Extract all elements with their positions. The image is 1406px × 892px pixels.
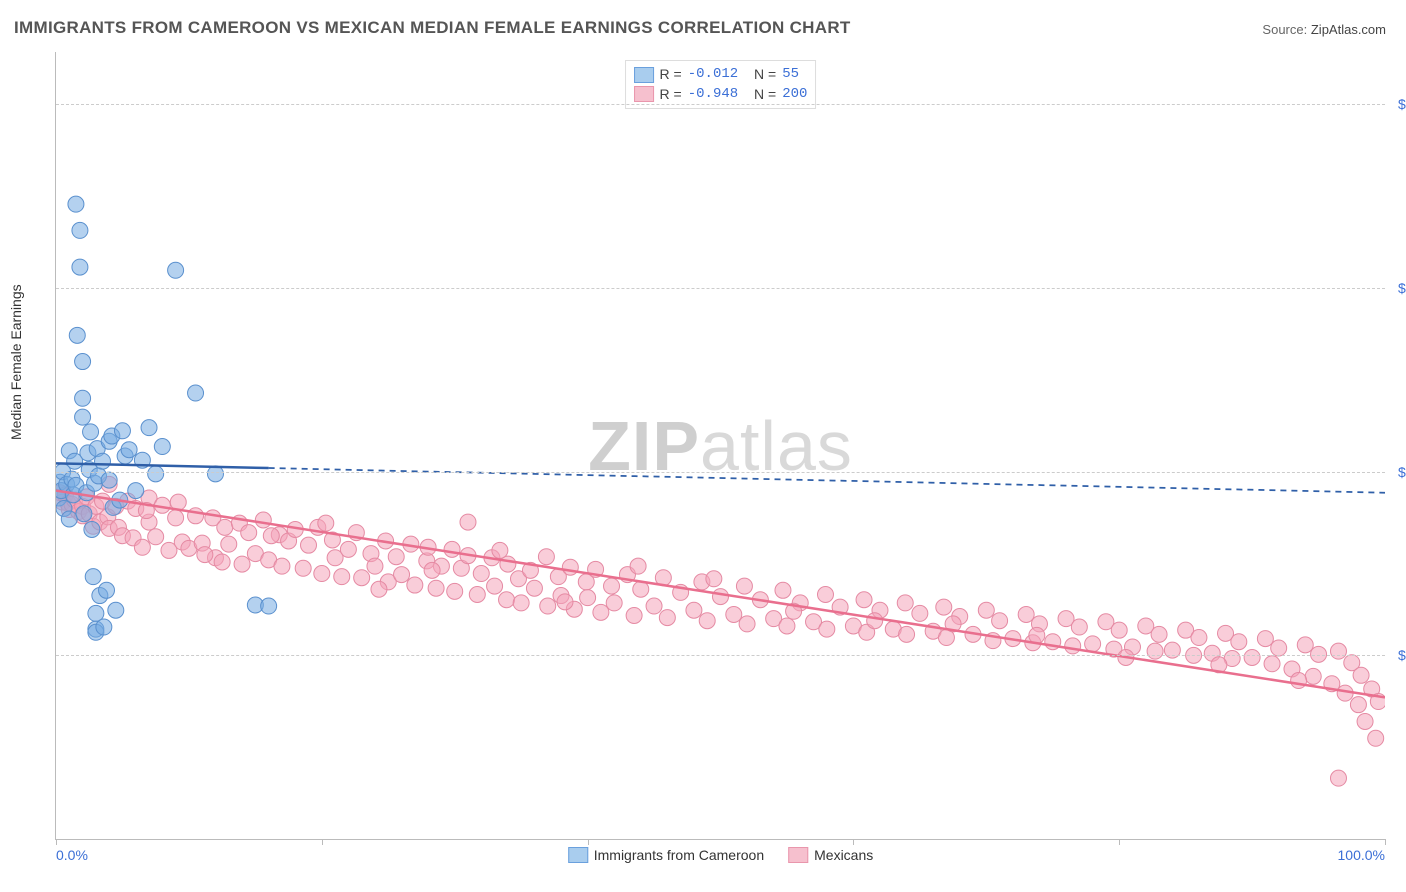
plot-area: ZIPatlas R = -0.012 N = 55 R = -0.948 N … — [55, 52, 1385, 840]
x-max-label: 100.0% — [1338, 847, 1385, 863]
gridline — [56, 655, 1385, 656]
gridline — [56, 288, 1385, 289]
y-tick-label: $27,500 — [1390, 647, 1406, 663]
x-tick — [1385, 839, 1386, 845]
x-tick — [853, 839, 854, 845]
y-tick-label: $80,000 — [1390, 96, 1406, 112]
legend-label: Mexicans — [814, 847, 873, 863]
x-min-label: 0.0% — [56, 847, 88, 863]
y-tick-label: $45,000 — [1390, 464, 1406, 480]
legend-label: Immigrants from Cameroon — [594, 847, 764, 863]
legend-item: Immigrants from Cameroon — [568, 847, 764, 863]
swatch-icon — [568, 847, 588, 863]
y-axis-label: Median Female Earnings — [8, 284, 24, 440]
gridline — [56, 472, 1385, 473]
chart-title: IMMIGRANTS FROM CAMEROON VS MEXICAN MEDI… — [14, 18, 851, 38]
x-tick — [1119, 839, 1120, 845]
legend-item: Mexicans — [788, 847, 873, 863]
source-attribution: Source: ZipAtlas.com — [1262, 22, 1386, 37]
swatch-icon — [788, 847, 808, 863]
y-tick-label: $62,500 — [1390, 280, 1406, 296]
gridline — [56, 104, 1385, 105]
x-tick — [588, 839, 589, 845]
x-tick — [322, 839, 323, 845]
series-legend: Immigrants from Cameroon Mexicans — [568, 847, 874, 863]
scatter-svg — [56, 52, 1385, 839]
x-tick — [56, 839, 57, 845]
source-value: ZipAtlas.com — [1311, 22, 1386, 37]
source-label: Source: — [1262, 22, 1307, 37]
